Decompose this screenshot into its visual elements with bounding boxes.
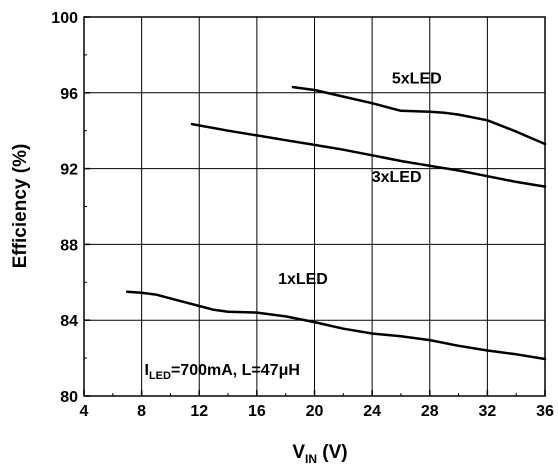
series-lines (125, 85, 547, 361)
grid-lines (84, 17, 545, 396)
y-tick-label-96: 96 (60, 86, 78, 103)
y-tick-label-100: 100 (51, 10, 78, 27)
y-tick-label-88: 88 (60, 237, 78, 254)
condition-prefix: I (145, 362, 149, 379)
y-tick-label-80: 80 (60, 389, 78, 406)
x-tick-label-24: 24 (363, 403, 381, 420)
series-label-3xled: 3xLED (372, 169, 422, 186)
y-tick-labels: 80 84 88 92 96 100 (51, 10, 78, 406)
series-annotations: 1xLED 3xLED 5xLED (278, 70, 442, 288)
series-line-5xled (291, 85, 547, 146)
x-tick-label-12: 12 (190, 403, 208, 420)
series-label-5xled: 5xLED (392, 70, 442, 87)
x-tick-label-32: 32 (478, 403, 496, 420)
x-tick-label-16: 16 (248, 403, 266, 420)
x-tick-label-4: 4 (80, 403, 89, 420)
x-axis-title-main: V (292, 442, 305, 463)
x-tick-label-20: 20 (306, 403, 324, 420)
y-axis-title: Efficiency (%) (10, 144, 31, 269)
x-axis-title: VIN (V) (292, 442, 347, 466)
x-axis-title-subscript: IN (305, 452, 317, 466)
y-tick-label-92: 92 (60, 162, 78, 179)
x-tick-label-8: 8 (137, 403, 146, 420)
x-tick-labels: 4 8 12 16 20 24 28 32 36 (80, 403, 554, 420)
series-label-1xled: 1xLED (278, 271, 328, 288)
plot-frame (83, 16, 546, 397)
condition-rest: =700mA, L=47μH (171, 362, 300, 379)
x-tick-label-36: 36 (536, 403, 554, 420)
condition-subscript: LED (149, 370, 171, 382)
y-tick-label-84: 84 (60, 313, 78, 330)
x-axis-title-unit: (V) (317, 442, 348, 463)
series-line-3xled (190, 122, 547, 188)
x-tick-label-28: 28 (421, 403, 439, 420)
condition-annotation: ILED=700mA, L=47μH (145, 362, 300, 382)
series-line-1xled (125, 290, 547, 361)
